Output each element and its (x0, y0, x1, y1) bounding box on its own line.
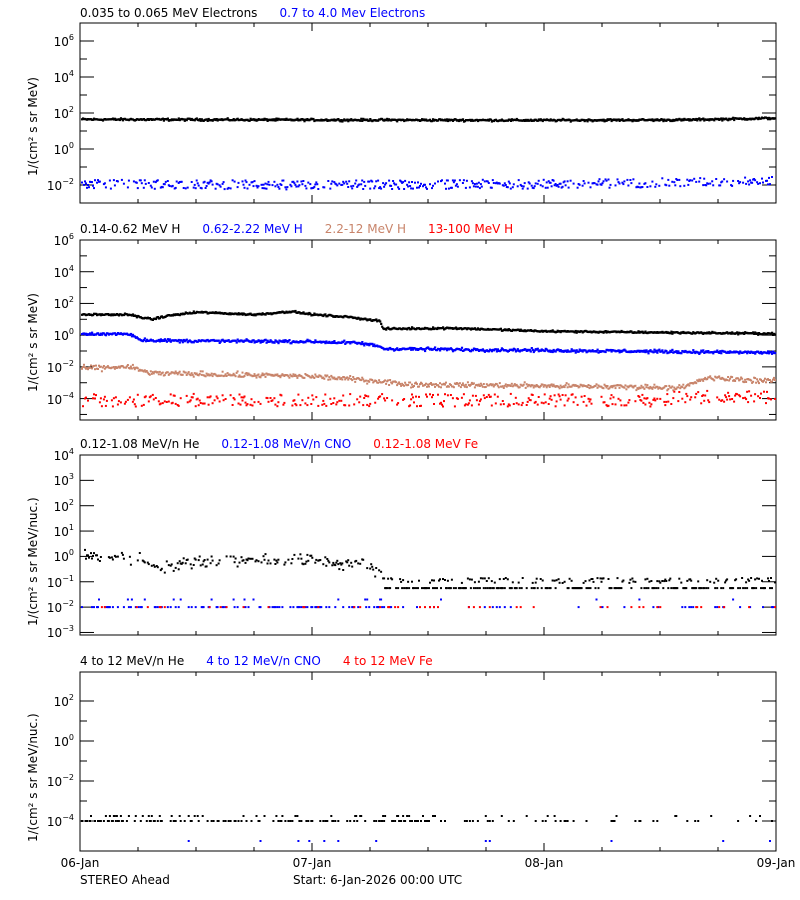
y-tick-label: 100 (53, 548, 74, 565)
y-tick-label: 102 (53, 497, 74, 514)
legend-entry: 0.62-2.22 MeV H (202, 222, 303, 236)
x-tick-07-jan: 07-Jan (292, 856, 332, 870)
legend-entry: 4 to 12 MeV/n CNO (206, 654, 321, 668)
y-tick-label: 10−4 (46, 390, 74, 407)
legend-entry: 0.14-0.62 MeV H (80, 222, 181, 236)
y-tick-label: 104 (53, 447, 74, 463)
y-tick-label: 104 (53, 69, 74, 85)
y-tick-label: 10−2 (46, 358, 74, 375)
legend-entry: 13-100 MeV H (428, 222, 514, 236)
y-tick-label: 106 (53, 33, 74, 49)
legend-entry: 0.12-1.08 MeV Fe (373, 437, 479, 451)
legend-entry: 0.12-1.08 MeV/n CNO (221, 437, 352, 451)
x-tick-08-jan: 08-Jan (524, 856, 564, 870)
y-tick-label: 102 (53, 105, 74, 121)
x-tick-06-jan: 06-Jan (60, 856, 100, 870)
y-tick-label: 101 (53, 523, 74, 540)
legend-entry: 0.035 to 0.065 MeV Electrons (80, 6, 258, 20)
legend-entry: 0.12-1.08 MeV/n He (80, 437, 200, 451)
y-tick-label: 10−4 (46, 813, 74, 829)
y-tick-label: 103 (53, 472, 74, 489)
y-tick-label: 102 (53, 295, 74, 312)
y-tick-label: 106 (53, 232, 74, 248)
spacecraft-label: STEREO Ahead (80, 873, 170, 887)
legend-entry: 4 to 12 MeV Fe (342, 654, 433, 668)
y-tick-label: 100 (53, 733, 74, 749)
y-tick-label: 10−2 (46, 599, 74, 616)
y-tick-label: 100 (53, 327, 74, 344)
panel-1-ylabel: 1/(cm² s sr MeV) (26, 77, 40, 176)
legend-entry: 2.2-12 MeV H (324, 222, 407, 236)
y-tick-label: 104 (53, 263, 74, 280)
x-tick-09-jan: 09-Jan (756, 856, 796, 870)
legend-entry: 4 to 12 MeV/n He (80, 654, 185, 668)
y-tick-label: 10−2 (46, 773, 74, 789)
y-tick-label: 10−3 (46, 624, 74, 641)
y-tick-label: 10−2 (46, 177, 74, 193)
legend-entry: 0.7 to 4.0 Mev Electrons (279, 6, 426, 20)
y-tick-label: 102 (53, 693, 74, 709)
y-tick-label: 100 (53, 141, 74, 157)
start-time-label: Start: 6-Jan-2026 00:00 UTC (293, 873, 463, 887)
y-tick-label: 10−1 (46, 573, 74, 590)
